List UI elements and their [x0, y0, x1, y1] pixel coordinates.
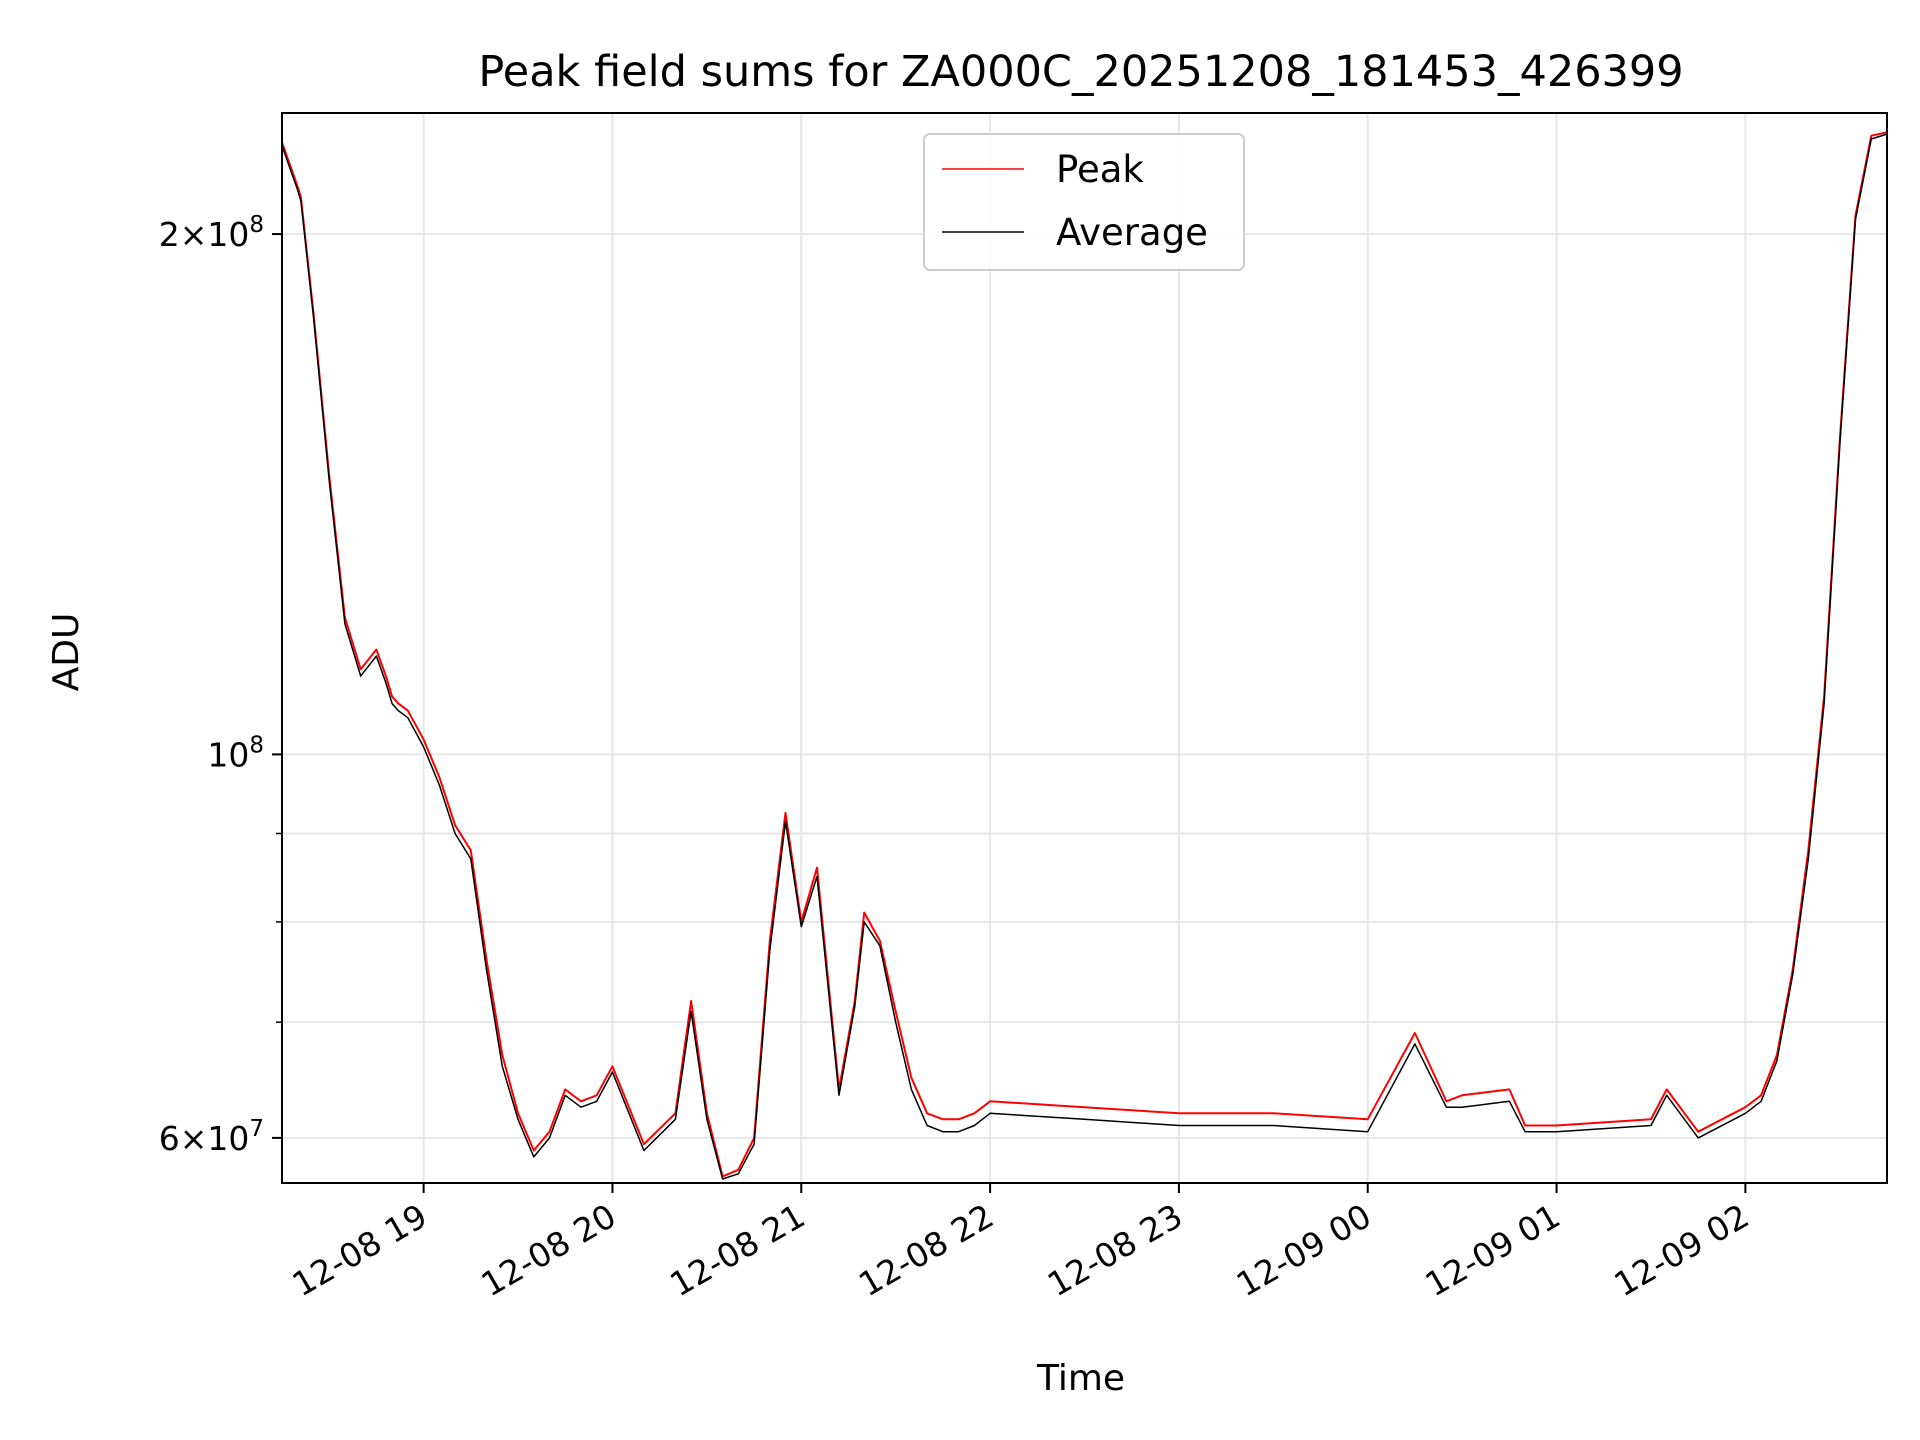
chart-title: Peak field sums for ZA000C_20251208_1814…: [478, 47, 1683, 97]
series-line-average: [282, 133, 1887, 1180]
legend-label-average: Average: [1056, 211, 1208, 254]
y-tick-label: 2×108: [159, 212, 264, 254]
series-line-peak: [282, 131, 1887, 1178]
y-axis-label: ADU: [46, 613, 87, 692]
y-tick-label: 108: [207, 732, 264, 774]
y-axis-ticks: 2×108 108 6×107: [159, 212, 282, 1158]
plot-frame: [281, 112, 1888, 1184]
legend-label-peak: Peak: [1056, 148, 1144, 191]
grid-lines: [282, 113, 1887, 1183]
y-tick-label: 6×107: [159, 1116, 264, 1158]
legend-box: [923, 133, 1245, 271]
series-layer: [282, 131, 1887, 1180]
x-axis-label: Time: [1036, 1358, 1125, 1399]
legend: Peak Average: [923, 133, 1245, 271]
